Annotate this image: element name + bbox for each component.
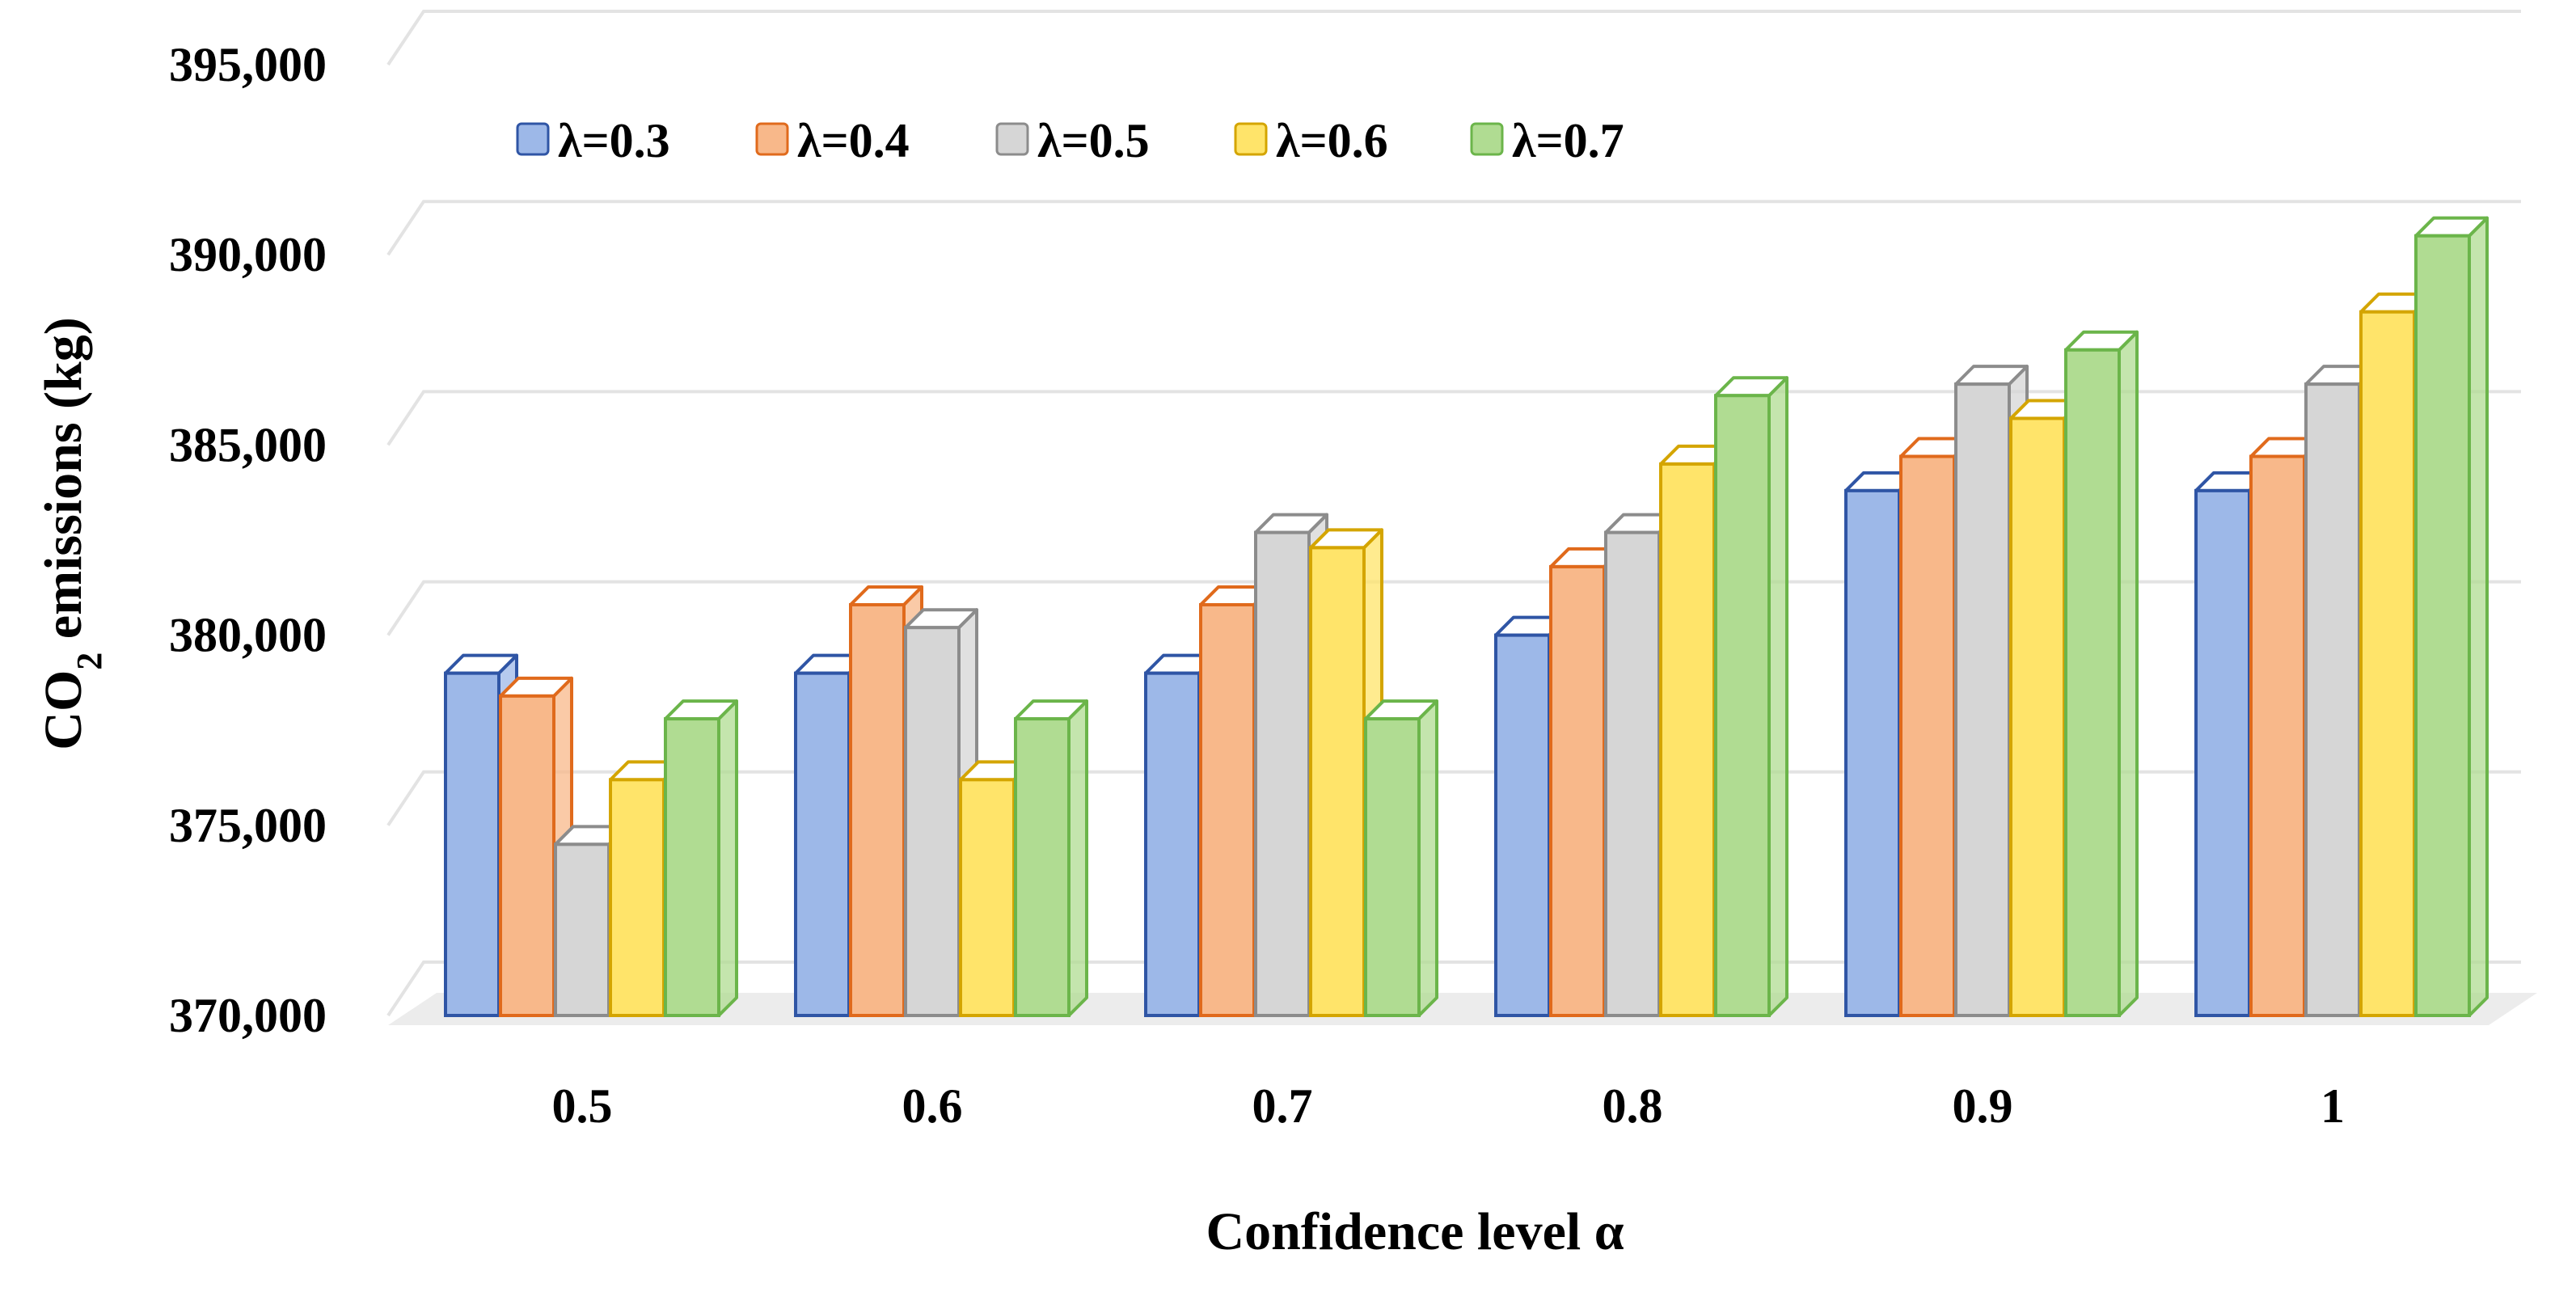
bar <box>2414 216 2489 1017</box>
legend-label: λ=0.6 <box>1276 114 1388 167</box>
x-tick-label: 0.7 <box>1252 1079 1313 1133</box>
x-tick-label: 0.8 <box>1603 1079 1663 1133</box>
y-tick-label: 395,000 <box>169 38 327 91</box>
x-tick-label: 1 <box>2321 1079 2345 1133</box>
bar-front <box>2194 488 2251 1017</box>
bar <box>1364 699 1438 1017</box>
legend-item: λ=0.4 <box>755 114 910 167</box>
legend-label: λ=0.4 <box>797 114 910 167</box>
bar-front <box>959 778 1016 1017</box>
legend: λ=0.3 λ=0.4 λ=0.5 λ=0.6 λ=0.7 <box>516 114 1624 167</box>
legend-label: λ=0.3 <box>558 114 670 167</box>
bar-front <box>1604 530 1661 1017</box>
bar-side <box>1417 699 1438 1017</box>
bar-front <box>1309 546 1366 1017</box>
bar-front <box>2064 348 2121 1017</box>
bar-front <box>554 842 610 1017</box>
gridline <box>386 961 2521 1017</box>
y-tick-label: 370,000 <box>169 989 327 1042</box>
bar-front <box>849 602 906 1018</box>
y-axis-ticks: 370,000 375,000 380,000 385,000 390,000 395,0… <box>169 38 327 1042</box>
bar-side <box>2118 330 2139 1017</box>
bar <box>664 699 738 1017</box>
bar <box>1714 376 1788 1017</box>
bar-front <box>2304 382 2361 1017</box>
bar-front <box>1364 717 1421 1017</box>
bar-front <box>1254 530 1311 1017</box>
y-tick-label: 390,000 <box>169 228 327 281</box>
bar-front <box>1954 382 2011 1017</box>
legend-swatch <box>1234 122 1268 156</box>
x-tick-label: 0.9 <box>1953 1079 2013 1133</box>
bar-front <box>904 626 961 1018</box>
bar-front <box>1659 462 1716 1017</box>
legend-swatch <box>995 122 1029 156</box>
legend-item: λ=0.5 <box>995 114 1150 167</box>
bar-front <box>1549 564 1606 1017</box>
legend-label: λ=0.5 <box>1037 114 1150 167</box>
gridline <box>386 200 2521 256</box>
bar <box>2064 330 2139 1017</box>
bar-front <box>1494 633 1551 1017</box>
gridline <box>386 770 2521 826</box>
bar-front <box>1844 488 1901 1017</box>
legend-swatch <box>516 122 550 156</box>
gridlines <box>386 10 2521 1017</box>
gridline <box>386 10 2521 66</box>
x-axis-ticks: 0.5 0.6 0.7 0.8 0.9 1 <box>552 1079 2346 1133</box>
legend-item: λ=0.7 <box>1470 114 1624 167</box>
bar-front <box>444 671 500 1017</box>
bar-front <box>1199 602 1256 1018</box>
bar-front <box>794 671 851 1017</box>
x-tick-label: 0.5 <box>552 1079 613 1133</box>
bar-front <box>499 694 555 1017</box>
y-tick-label: 380,000 <box>169 609 327 662</box>
y-axis-title-subscript: 2 <box>70 652 109 670</box>
gridline <box>386 580 2521 636</box>
bar-front <box>2009 416 2066 1017</box>
bars <box>444 216 2489 1018</box>
bar-front <box>2249 454 2306 1017</box>
bar-front <box>1014 717 1071 1017</box>
bar-front <box>2414 234 2471 1017</box>
bar-side <box>717 699 738 1017</box>
bar-side <box>1767 376 1788 1017</box>
y-tick-label: 385,000 <box>169 418 327 471</box>
bar-front <box>609 778 665 1017</box>
y-axis-title-rest: emissions (kg) <box>34 317 93 652</box>
legend-label: λ=0.7 <box>1512 114 1624 167</box>
legend-swatch <box>755 122 789 156</box>
bar-front <box>1714 394 1771 1017</box>
legend-swatch <box>1470 122 1504 156</box>
x-axis-title: Confidence level α <box>1206 1202 1624 1261</box>
bar-front <box>1899 454 1956 1017</box>
bar <box>1014 699 1088 1017</box>
bar-front <box>1144 671 1201 1017</box>
gridline <box>386 390 2521 446</box>
bar-front <box>664 717 720 1017</box>
y-axis-title-main: CO <box>34 670 93 750</box>
bar-front <box>2359 310 2416 1017</box>
y-tick-label: 375,000 <box>169 799 327 852</box>
x-tick-label: 0.6 <box>902 1079 963 1133</box>
bar-side <box>1067 699 1088 1017</box>
legend-item: λ=0.3 <box>516 114 670 167</box>
bar-side <box>2468 216 2489 1017</box>
y-axis-title: CO2 emissions (kg) <box>34 317 109 749</box>
legend-item: λ=0.6 <box>1234 114 1388 167</box>
